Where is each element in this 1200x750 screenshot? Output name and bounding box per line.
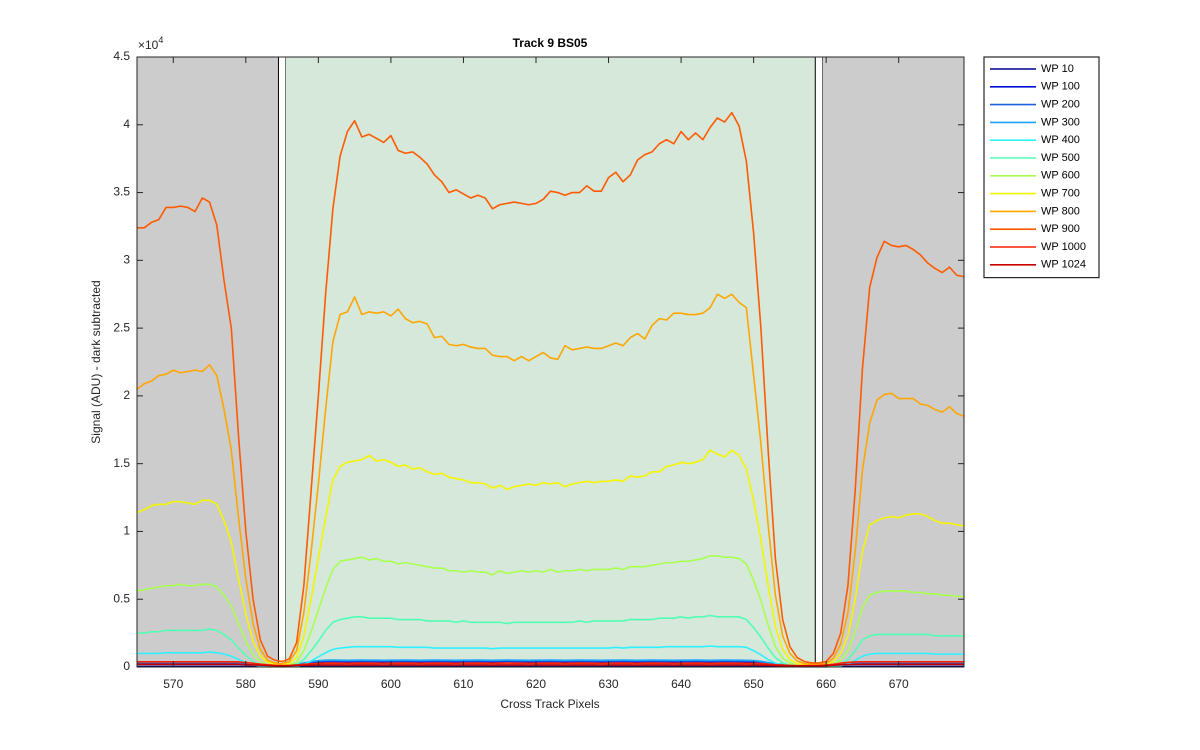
y-tick-label: 0.5 [113,591,130,605]
x-tick-label: 660 [816,677,836,691]
legend-label: WP 300 [1041,116,1080,128]
y-tick-label: 4.5 [113,49,130,63]
region [137,57,279,667]
y-tick-label: 0 [123,659,130,673]
y-tick-label: 1 [123,524,130,538]
legend-label: WP 200 [1041,99,1080,111]
axes-box [136,56,965,668]
x-tick-label: 650 [744,677,764,691]
x-tick-label: 600 [381,677,401,691]
x-tick-label: 580 [236,677,256,691]
legend-label: WP 1024 [1041,259,1086,271]
y-tick-label: 2.5 [113,320,130,334]
x-tick-label: 670 [889,677,909,691]
region [822,57,964,667]
y-tick-label: 3.5 [113,185,130,199]
y-tick-label: 3 [123,253,130,267]
y-tick-label: 1.5 [113,456,130,470]
x-tick-label: 590 [308,677,328,691]
x-tick-label: 610 [453,677,473,691]
legend-label: WP 600 [1041,170,1080,182]
legend-label: WP 800 [1041,205,1080,217]
y-tick-label: 4 [123,117,130,131]
legend-label: WP 400 [1041,134,1080,146]
region [814,56,824,668]
legend-box [983,56,1100,279]
legend-label: WP 900 [1041,223,1080,235]
y-tick-label: 2 [123,388,130,402]
legend-label: WP 1000 [1041,241,1086,253]
y-multiplier-base: ×10 [138,38,159,52]
legend-label: WP 500 [1041,152,1080,164]
legend-label: WP 100 [1041,81,1080,93]
x-tick-label: 640 [671,677,691,691]
chart-title: Track 9 BS05 [513,36,588,50]
x-tick-label: 620 [526,677,546,691]
x-tick-label: 570 [163,677,183,691]
legend-label: WP 700 [1041,188,1080,200]
x-tick-label: 630 [599,677,619,691]
data-line [137,663,964,667]
x-axis-label: Cross Track Pixels [500,697,599,711]
y-multiplier: ×104 [138,35,163,52]
plot-area [136,56,965,668]
y-axis-label: Signal (ADU) - dark subtracted [89,280,103,443]
y-multiplier-exponent: 4 [158,35,163,45]
region [277,56,287,668]
legend-label: WP 10 [1041,63,1074,75]
region [285,57,816,667]
